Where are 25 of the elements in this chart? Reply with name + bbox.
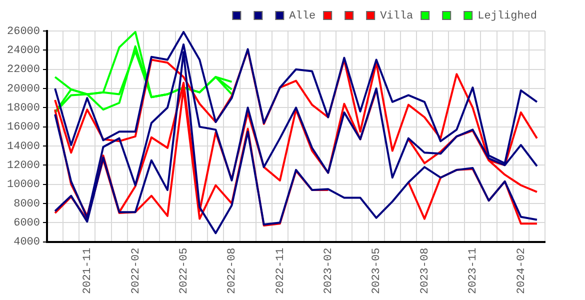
y-tick-label: 24000 bbox=[6, 45, 40, 58]
legend-label: Lejlighed bbox=[478, 10, 538, 22]
x-tick-label: 2023-05 bbox=[371, 248, 384, 294]
x-tick-label: 2023-08 bbox=[419, 248, 432, 294]
x-tick-label: 2023-11 bbox=[468, 247, 480, 294]
legend-label: Villa bbox=[380, 10, 414, 22]
y-tick-label: 22000 bbox=[6, 64, 40, 76]
x-tick-label: 2021-11 bbox=[82, 247, 94, 294]
legend-label: Alle bbox=[289, 10, 316, 22]
y-tick-label: 4000 bbox=[14, 236, 40, 249]
y-tick-label: 6000 bbox=[14, 218, 40, 230]
x-tick-label: 2024-02 bbox=[516, 248, 528, 294]
y-tick-label: 16000 bbox=[6, 122, 40, 134]
y-tick-label: 26000 bbox=[6, 26, 40, 38]
y-tick-label: 10000 bbox=[6, 179, 40, 192]
x-tick-label: 2022-02 bbox=[130, 248, 142, 294]
y-tick-label: 8000 bbox=[14, 198, 40, 210]
x-tick-label: 2022-11 bbox=[274, 247, 287, 294]
x-tick-label: 2022-08 bbox=[226, 248, 239, 294]
y-tick-label: 14000 bbox=[6, 140, 40, 153]
y-tick-label: 12000 bbox=[6, 160, 40, 172]
y-tick-label: 20000 bbox=[6, 83, 40, 96]
x-tick-label: 2023-02 bbox=[323, 248, 336, 294]
y-tick-label: 18000 bbox=[6, 102, 40, 115]
x-tick-label: 2022-05 bbox=[178, 248, 190, 294]
